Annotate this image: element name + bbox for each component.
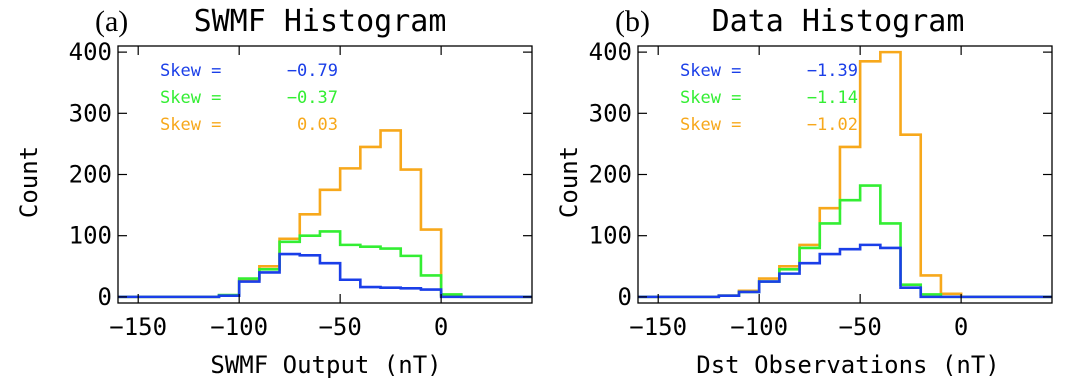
panel-b-label: (b) bbox=[615, 5, 650, 38]
panel-b-ylabel: Count bbox=[555, 146, 583, 218]
panel-b-skew-value: −1.02 bbox=[807, 115, 858, 135]
panel-b-ytick-label: 300 bbox=[589, 99, 632, 127]
panel-a-xtick-label: −50 bbox=[318, 313, 361, 341]
panel-a: (a) SWMF Histogram Count SWMF Output (nT… bbox=[15, 4, 533, 379]
panel-b-skew-value: −1.39 bbox=[807, 61, 858, 81]
panel-b-plot-area: −150 −100 −50 0 0 100 200 300 400 Skew = −1.39 Skew… bbox=[589, 38, 1053, 341]
panel-a-skew-label: Skew = bbox=[160, 61, 221, 81]
panel-a-skew-label: Skew = bbox=[160, 88, 221, 108]
panel-b-series-2 bbox=[638, 243, 1052, 299]
panel-b-ytick-label: 400 bbox=[589, 38, 632, 66]
panel-a-title: SWMF Histogram bbox=[194, 4, 447, 39]
panel-b-skew-value: −1.14 bbox=[807, 88, 858, 108]
panel-a-ytick-label: 300 bbox=[69, 99, 112, 127]
panel-a-series-0 bbox=[118, 129, 532, 299]
panel-a-xtick-label: −100 bbox=[210, 313, 268, 341]
panel-a-plot-area: −150 −100 −50 0 0 100 200 300 400 Skew = −0.79 Skew… bbox=[69, 38, 533, 341]
panel-b-xlabel: Dst Observations (nT) bbox=[696, 351, 999, 379]
panel-b-frame bbox=[637, 45, 1053, 304]
panel-b-skew-label: Skew = bbox=[680, 88, 741, 108]
panel-b-xtick-label: −50 bbox=[838, 313, 881, 341]
panel-a-ylabel: Count bbox=[15, 146, 43, 218]
panel-b-xtick-label: −100 bbox=[730, 313, 788, 341]
panel-a-xtick-label: 0 bbox=[434, 313, 448, 341]
panel-b-xtick-label: −150 bbox=[629, 313, 687, 341]
panel-a-xtick-label: −150 bbox=[109, 313, 167, 341]
panel-b-skew-label: Skew = bbox=[680, 115, 741, 135]
panel-b-series-1 bbox=[638, 184, 1052, 299]
panel-b: (b) Data Histogram Count Dst Observation… bbox=[555, 4, 1053, 379]
panel-a-skew-value: 0.03 bbox=[297, 115, 338, 135]
panel-a-ytick-label: 400 bbox=[69, 38, 112, 66]
panel-a-ytick-label: 100 bbox=[69, 222, 112, 250]
panel-a-series-2 bbox=[118, 252, 532, 299]
panel-b-ytick-label: 100 bbox=[589, 222, 632, 250]
panel-b-ytick-label: 200 bbox=[589, 161, 632, 189]
panel-b-ytick-label: 0 bbox=[618, 283, 632, 311]
panel-a-skew-value: −0.79 bbox=[287, 61, 338, 81]
panel-a-ytick-label: 200 bbox=[69, 161, 112, 189]
panel-a-xlabel: SWMF Output (nT) bbox=[210, 351, 441, 379]
panel-a-ytick-label: 0 bbox=[98, 283, 112, 311]
panel-b-skew-label: Skew = bbox=[680, 61, 741, 81]
panel-b-title: Data Histogram bbox=[712, 4, 965, 39]
panel-a-skew-value: −0.37 bbox=[287, 88, 338, 108]
panel-a-skew-label: Skew = bbox=[160, 115, 221, 135]
panel-a-label: (a) bbox=[95, 5, 128, 38]
panel-b-xtick-label: 0 bbox=[954, 313, 968, 341]
